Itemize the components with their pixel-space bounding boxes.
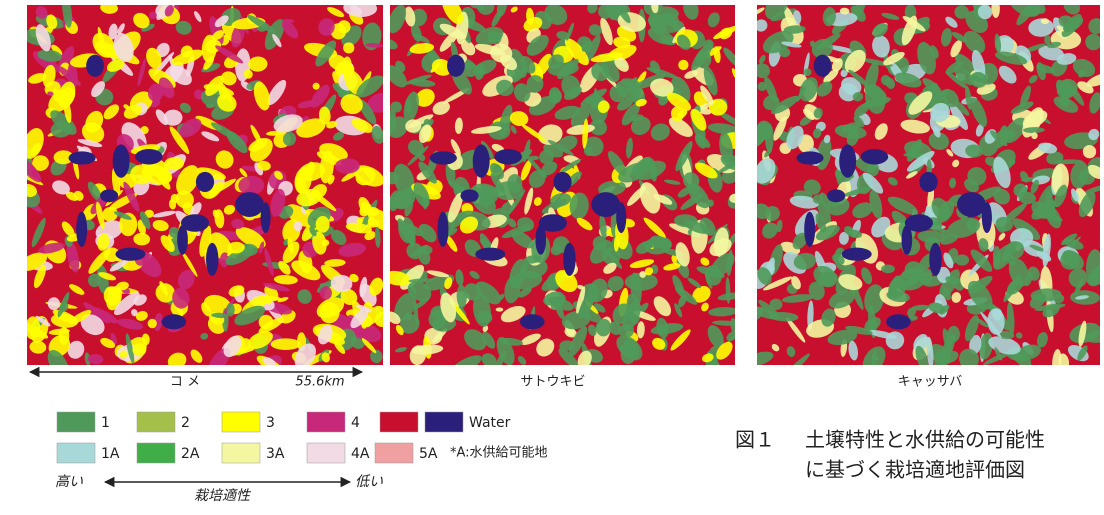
- figure: コ メ 55.6km サトウキビ キャッサバ 12345Water1A2A3A4…: [0, 0, 1104, 511]
- map-water: [113, 144, 130, 177]
- map-layer: [741, 0, 1104, 378]
- map-water: [861, 149, 888, 164]
- legend-low: 低い: [355, 474, 383, 490]
- legend-swatch: [307, 443, 345, 463]
- legend-label: 4: [351, 415, 360, 431]
- legend-label: 2A: [181, 446, 200, 462]
- map-water: [162, 314, 187, 329]
- map-water: [814, 55, 832, 77]
- map-water: [827, 189, 845, 202]
- legend-label: 3A: [266, 446, 285, 462]
- map-caption: キャッサバ: [898, 375, 962, 390]
- map-water: [447, 55, 465, 77]
- map-water: [69, 151, 96, 164]
- map: [381, 0, 747, 377]
- legend-swatch: [137, 443, 175, 463]
- figure-number: 図１: [735, 428, 775, 452]
- map-water: [460, 189, 478, 202]
- map-water: [929, 243, 941, 276]
- legend-label: 1A: [101, 446, 120, 462]
- map-water: [842, 248, 872, 261]
- map-patch: [59, 327, 70, 345]
- legend-swatch: [57, 412, 95, 432]
- figure-caption: 土壌特性と水供給の可能性: [805, 428, 1045, 452]
- map-water: [591, 192, 620, 217]
- legend-swatch: [375, 443, 413, 463]
- figure-caption: に基づく栽培適地評価図: [805, 458, 1025, 482]
- map-water: [100, 189, 118, 202]
- map-water: [797, 151, 824, 164]
- map-water: [196, 172, 214, 192]
- map-water: [86, 55, 104, 77]
- map-water: [438, 212, 449, 247]
- map-water: [181, 214, 209, 232]
- map-water: [494, 149, 521, 164]
- map-water: [982, 202, 992, 233]
- legend-note: *A:水供給可能地: [450, 446, 548, 461]
- map: [741, 0, 1104, 378]
- map-water: [553, 172, 571, 192]
- map-water: [76, 212, 87, 247]
- map-water: [839, 144, 856, 177]
- map-patch: [765, 123, 774, 152]
- legend-label: 3: [266, 415, 275, 431]
- legend-high: 高い: [55, 474, 83, 490]
- map-water: [475, 248, 505, 261]
- legend-label: Water: [469, 415, 511, 431]
- map-caption: コ メ: [170, 375, 200, 390]
- map-water: [957, 192, 986, 217]
- map-water: [473, 144, 490, 177]
- legend-swatch: [380, 412, 418, 432]
- map-water: [430, 151, 457, 164]
- map-water: [116, 248, 146, 261]
- map-water: [235, 192, 264, 217]
- legend-swatch: [57, 443, 95, 463]
- legend-swatch: [137, 412, 175, 432]
- legend-label: 1: [101, 415, 110, 431]
- map-water: [261, 202, 271, 233]
- map-water: [520, 314, 545, 329]
- map-water: [563, 243, 575, 276]
- legend-label: 4A: [351, 446, 370, 462]
- scale-label: 55.6km: [295, 375, 344, 390]
- map-water: [886, 314, 911, 329]
- legend-axis: 栽培適性: [194, 488, 252, 504]
- legend-label: 5A: [419, 446, 438, 462]
- map-water: [206, 243, 218, 276]
- legend: 12345Water1A2A3A4A5A: [57, 412, 511, 463]
- map-layer: [381, 0, 747, 377]
- map-water: [616, 202, 626, 233]
- map-patch: [271, 338, 301, 350]
- map-layer: [11, 0, 398, 381]
- map-water: [919, 172, 937, 192]
- map: [11, 0, 398, 381]
- legend-label: 2: [181, 415, 190, 431]
- map-water: [135, 149, 162, 164]
- maps: [11, 0, 1104, 381]
- map-water: [804, 212, 815, 247]
- legend-swatch: [425, 412, 463, 432]
- legend-swatch: [222, 412, 260, 432]
- legend-swatch: [307, 412, 345, 432]
- map-caption: サトウキビ: [520, 375, 585, 390]
- legend-swatch: [222, 443, 260, 463]
- map-water: [539, 214, 567, 232]
- map-water: [905, 214, 933, 232]
